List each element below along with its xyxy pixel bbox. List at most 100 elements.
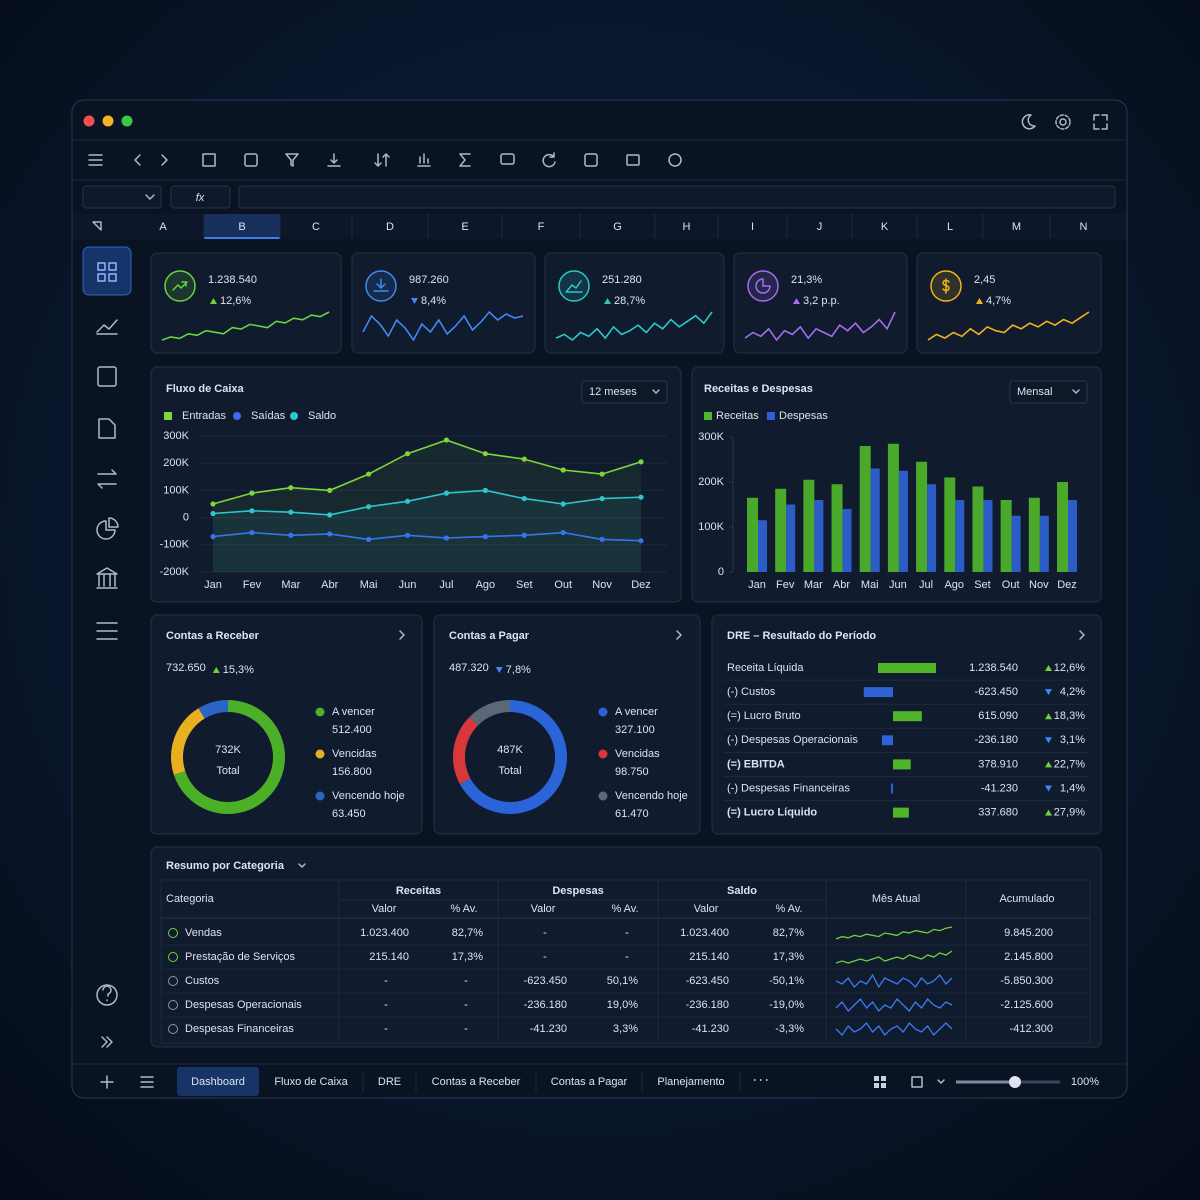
sheet-tab[interactable]: Contas a Pagar (551, 1076, 628, 1088)
refresh-button[interactable] (542, 152, 556, 168)
form-button[interactable] (244, 153, 258, 167)
column-header[interactable]: L (947, 221, 953, 233)
data-point (249, 490, 255, 496)
camera-button[interactable] (668, 153, 682, 167)
panel-title: Contas a Pagar (449, 630, 530, 642)
help-button[interactable] (96, 984, 118, 1006)
layout-button[interactable] (626, 154, 640, 166)
column-header[interactable]: E (461, 221, 468, 233)
bar (887, 443, 899, 572)
nav-transfer[interactable] (97, 469, 117, 489)
back-button[interactable] (134, 154, 141, 166)
data-point (404, 498, 411, 504)
table-cell: -412.300 (1010, 1023, 1053, 1035)
table-header: Saldo (727, 885, 757, 897)
sheet-tab[interactable]: Contas a Receber (432, 1076, 521, 1088)
nav-sheet[interactable] (97, 366, 117, 387)
menu-button[interactable] (88, 154, 103, 166)
active-tab (177, 1067, 259, 1096)
column-header[interactable]: D (386, 221, 394, 233)
period-select[interactable] (1009, 380, 1088, 404)
snapshot-button[interactable] (584, 153, 598, 167)
bar (842, 509, 852, 572)
column-header[interactable]: H (683, 221, 691, 233)
nav-reports[interactable] (96, 517, 119, 540)
column-header[interactable]: A (159, 221, 167, 233)
maximize-button[interactable] (121, 115, 133, 127)
forward-button[interactable] (161, 154, 168, 166)
sparkline (362, 310, 524, 342)
filter-button[interactable] (285, 153, 299, 167)
column-header[interactable]: N (1080, 221, 1088, 233)
data-point (560, 529, 566, 536)
nav-dashboard[interactable] (82, 246, 132, 296)
order-button[interactable] (374, 153, 390, 167)
dre-change: 27,9% (1054, 807, 1085, 819)
column-header[interactable]: I (751, 221, 754, 233)
add-sheet[interactable] (100, 1075, 114, 1089)
column-header[interactable]: K (881, 221, 889, 233)
name-box-arrow[interactable] (145, 194, 155, 200)
data-point (482, 534, 488, 540)
page-view[interactable] (911, 1076, 923, 1088)
theme-toggle[interactable] (1021, 114, 1036, 130)
nav-document[interactable] (98, 418, 116, 439)
open-payables[interactable] (676, 630, 682, 640)
grid-view[interactable] (874, 1076, 886, 1088)
close-button[interactable] (83, 115, 95, 127)
x-tick-label: Mai (861, 579, 879, 591)
dre-bar (863, 687, 893, 698)
fullscreen-button[interactable] (1093, 114, 1108, 130)
sidebar-icons (96, 262, 119, 1048)
data-point (638, 494, 644, 500)
x-tick-label: Jan (748, 579, 766, 591)
settings-button[interactable] (1055, 114, 1071, 130)
table-subheader: % Av. (775, 903, 802, 915)
view-menu[interactable] (937, 1079, 945, 1084)
function-button[interactable] (170, 185, 231, 209)
sheet-tab[interactable]: Dashboard (191, 1076, 245, 1088)
minimize-button[interactable] (102, 115, 114, 127)
column-header[interactable]: G (613, 221, 622, 233)
sheet-tab[interactable]: Planejamento (657, 1076, 724, 1088)
dre-change: 18,3% (1054, 710, 1085, 722)
legend-label: Despesas (779, 410, 828, 422)
data-point (404, 532, 411, 538)
bar (747, 497, 758, 572)
x-tick-label: Jun (889, 579, 907, 591)
nav-settings[interactable] (96, 622, 118, 640)
nav-analytics[interactable] (96, 319, 118, 335)
name-box[interactable] (82, 185, 162, 209)
sort-button[interactable] (327, 153, 341, 167)
open-receivables[interactable] (399, 630, 405, 640)
dre-label: (-) Custos (727, 686, 776, 698)
legend-label: Saídas (251, 410, 286, 422)
table-button[interactable] (202, 153, 216, 167)
sum-button[interactable] (459, 153, 471, 167)
donut-center-value: 487K (497, 744, 523, 756)
panel-value: 487.320 (449, 662, 489, 674)
summary-toggle[interactable] (298, 863, 306, 868)
column-header[interactable]: C (312, 221, 320, 233)
zoom-slider[interactable] (1009, 1076, 1021, 1088)
period-select[interactable] (581, 380, 668, 404)
sheet-tab[interactable]: Fluxo de Caixa (274, 1076, 348, 1088)
legend-marker (233, 412, 241, 420)
sheet-tab[interactable]: DRE (378, 1076, 401, 1088)
sheet-list[interactable] (140, 1076, 154, 1088)
trend-arrow (1045, 761, 1052, 768)
x-tick-label: Jan (204, 579, 222, 591)
formula-input[interactable] (238, 185, 1116, 209)
select-all[interactable] (92, 221, 102, 231)
expand-sidebar[interactable] (101, 1036, 113, 1048)
comment-button[interactable] (500, 153, 515, 165)
dre-label: (=) EBITDA (727, 758, 785, 770)
column-header[interactable]: B (238, 221, 245, 233)
row-icon (168, 1000, 178, 1010)
nav-bank[interactable] (96, 567, 118, 589)
column-header[interactable]: F (538, 221, 545, 233)
column-header[interactable]: M (1012, 221, 1021, 233)
open-dre[interactable] (1079, 630, 1085, 640)
column-header[interactable]: J (817, 221, 823, 233)
chart-button[interactable] (417, 153, 431, 167)
